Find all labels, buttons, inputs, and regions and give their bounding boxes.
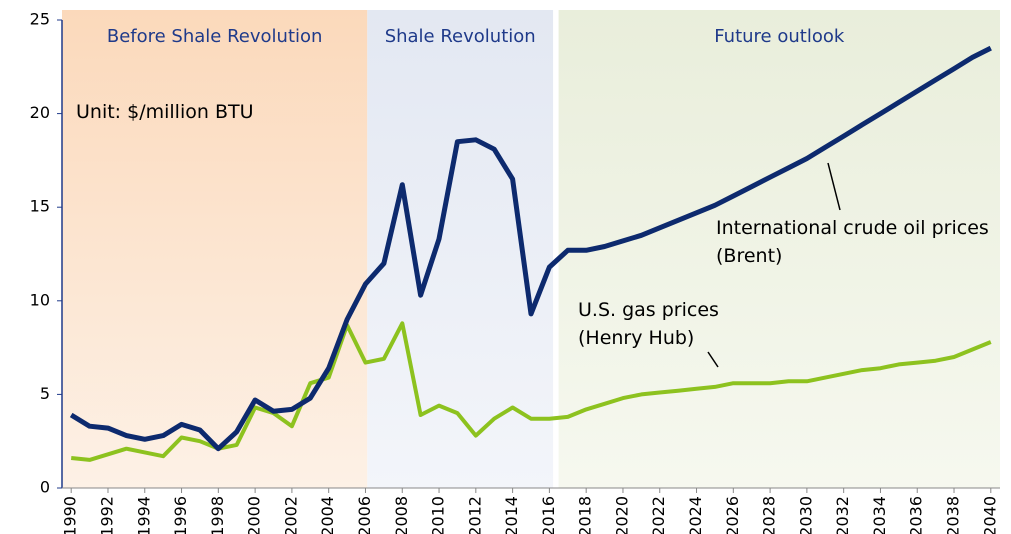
series-label: International crude oil prices (Brent) — [716, 217, 989, 267]
x-tick-label: 2034 — [870, 496, 889, 534]
x-tick-label: 1992 — [97, 496, 116, 534]
x-tick-label: 1994 — [134, 496, 153, 534]
x-tick-label: 2024 — [686, 496, 705, 534]
series-line — [70, 321, 992, 462]
region-label: Future outlook — [714, 26, 845, 47]
y-tick-label: 5 — [40, 384, 50, 403]
x-tick-label: 2010 — [429, 496, 448, 534]
x-tick-label: 2026 — [723, 496, 742, 534]
y-tick-label: 10 — [30, 290, 50, 309]
x-tick-label: 2018 — [576, 496, 595, 534]
x-tick-label: 2016 — [539, 496, 558, 534]
pointer — [707, 351, 719, 368]
x-tick-label: 2000 — [245, 496, 264, 534]
x-tick-label: 2008 — [392, 496, 411, 534]
x-tick-label: 2040 — [980, 496, 999, 534]
region-band — [62, 10, 368, 488]
pointer — [827, 162, 841, 211]
series-label: U.S. gas prices (Henry Hub) — [578, 299, 719, 349]
x-tick-label: 2002 — [281, 496, 300, 534]
region-label: Shale Revolution — [385, 26, 536, 47]
series-line — [69, 45, 992, 452]
x-tick-label: 2032 — [833, 496, 852, 534]
x-tick-label: 1990 — [61, 496, 80, 534]
y-tick-label: 0 — [40, 478, 50, 497]
x-tick-label: 1998 — [208, 496, 227, 534]
unit-note: Unit: $/million BTU — [76, 101, 254, 123]
x-tick-label: 2020 — [612, 496, 631, 534]
x-tick-label: 2012 — [465, 496, 484, 534]
x-tick-label: 2028 — [760, 496, 779, 534]
x-tick-label: 1996 — [171, 496, 190, 534]
x-tick-label: 2014 — [502, 496, 521, 534]
x-tick-label: 2038 — [944, 496, 963, 534]
region-band — [558, 10, 1000, 488]
y-tick-label: 25 — [30, 10, 50, 29]
region-label: Before Shale Revolution — [107, 26, 323, 47]
x-tick-label: 2006 — [355, 496, 374, 534]
x-tick-label: 2036 — [907, 496, 926, 534]
y-tick-label: 20 — [30, 103, 50, 122]
y-tick-label: 15 — [30, 197, 50, 216]
x-tick-label: 2004 — [318, 496, 337, 534]
x-tick-label: 2022 — [649, 496, 668, 534]
x-tick-label: 2030 — [796, 496, 815, 534]
